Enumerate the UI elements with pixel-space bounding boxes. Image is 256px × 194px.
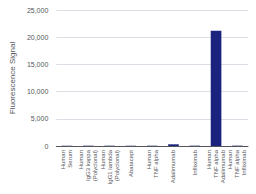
svg-text:20,000: 20,000 bbox=[27, 34, 49, 41]
svg-text:Infliximab: Infliximab bbox=[192, 149, 198, 175]
svg-text:Fluorescence Signal: Fluorescence Signal bbox=[8, 42, 17, 115]
svg-text:Human: Human bbox=[100, 150, 106, 169]
svg-text:10,000: 10,000 bbox=[27, 88, 49, 95]
svg-text:Abatacept: Abatacept bbox=[128, 150, 134, 177]
svg-text:Human: Human bbox=[146, 150, 152, 169]
svg-text:Infliximab: Infliximab bbox=[241, 149, 247, 175]
svg-text:Adalimumab: Adalimumab bbox=[170, 149, 176, 183]
svg-text:Human: Human bbox=[227, 150, 233, 169]
svg-text:IgG3 kappa: IgG3 kappa bbox=[85, 149, 91, 181]
svg-text:(Polyclonal): (Polyclonal) bbox=[92, 150, 98, 181]
svg-text:25,000: 25,000 bbox=[27, 7, 49, 14]
svg-text:Human: Human bbox=[206, 150, 212, 169]
svg-text:TNF alpha: TNF alpha bbox=[213, 149, 219, 178]
svg-text:Serum: Serum bbox=[67, 150, 73, 168]
svg-text:Human: Human bbox=[60, 150, 66, 169]
svg-text:TNF alpha: TNF alpha bbox=[234, 149, 240, 178]
svg-text:IgG1 lambda: IgG1 lambda bbox=[107, 149, 113, 184]
svg-text:Human: Human bbox=[78, 150, 84, 169]
svg-text:(Polyclonal): (Polyclonal) bbox=[114, 150, 120, 181]
svg-text:15,000: 15,000 bbox=[27, 61, 49, 68]
svg-text:0: 0 bbox=[44, 143, 48, 150]
svg-text:Adalimumab: Adalimumab bbox=[220, 149, 226, 183]
svg-text:TNF alpha: TNF alpha bbox=[153, 149, 159, 178]
svg-text:5,000: 5,000 bbox=[31, 115, 49, 122]
